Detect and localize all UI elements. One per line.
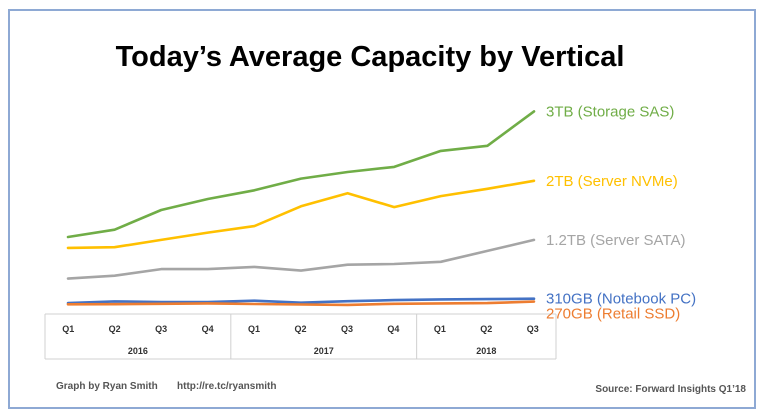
x-tick-label: Q1 [248, 324, 260, 334]
chart-title: Today’s Average Capacity by Vertical [116, 41, 625, 73]
x-tick-label: Q3 [527, 324, 539, 334]
x-tick-label: Q1 [62, 324, 74, 334]
year-label: 2018 [476, 346, 496, 356]
series-label: 270GB (Retail SSD) [546, 306, 680, 323]
source-text: Source: Forward Insights Q1’18 [595, 384, 746, 395]
series-label: 1.2TB (Server SATA) [546, 232, 685, 249]
category-axis-table: Q1 Q2 Q3 Q4 Q1 Q2 Q3 Q4 Q1 Q2 Q3 2016 2017 2018 [44, 313, 557, 360]
series-label: 2TB (Server NVMe) [546, 173, 678, 190]
x-tick-label: Q2 [109, 324, 121, 334]
series-labels: 3TB (Storage SAS) 2TB (Server NVMe) 1.2TB … [546, 103, 696, 322]
x-tick-label: Q2 [294, 324, 306, 334]
series-label: 3TB (Storage SAS) [546, 103, 674, 120]
series-label: 310GB (Notebook PC) [546, 291, 696, 308]
x-tick-label: Q4 [387, 324, 399, 334]
series-line [66, 110, 536, 239]
series-line [66, 238, 536, 280]
series-line [66, 179, 536, 250]
x-tick-label: Q3 [341, 324, 353, 334]
x-tick-label: Q3 [155, 324, 167, 334]
series-line [66, 297, 536, 305]
credit-text: Graph by Ryan Smith [56, 381, 158, 392]
x-tick-label: Q2 [480, 324, 492, 334]
chart-frame: Today’s Average Capacity by Vertical Q1 Q… [8, 9, 756, 409]
year-label: 2016 [128, 346, 148, 356]
x-tick-label: Q4 [202, 324, 214, 334]
series-line [66, 300, 536, 307]
x-tick-label: Q1 [434, 324, 446, 334]
url-text: http://re.tc/ryansmith [177, 381, 276, 392]
year-label: 2017 [314, 346, 334, 356]
series-lines [66, 110, 536, 307]
line-chart: Today’s Average Capacity by Vertical Q1 Q… [44, 41, 746, 395]
